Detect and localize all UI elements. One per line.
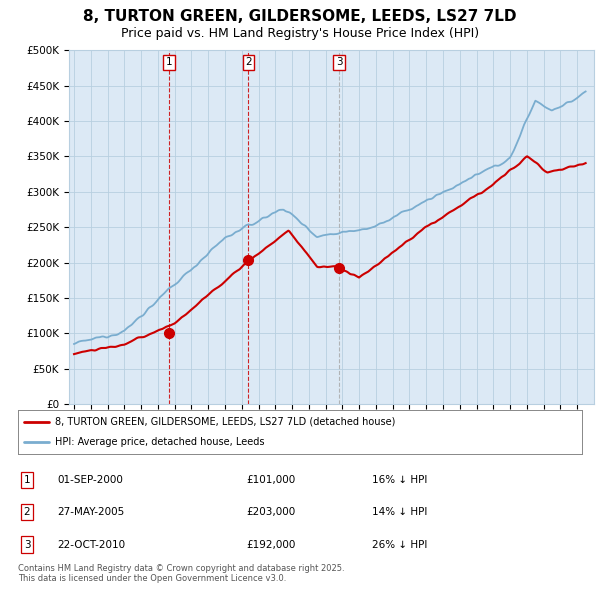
Text: 22-OCT-2010: 22-OCT-2010 [57, 540, 125, 549]
Text: 1: 1 [166, 57, 172, 67]
Text: 26% ↓ HPI: 26% ↓ HPI [372, 540, 427, 549]
Text: 1: 1 [23, 475, 31, 484]
Text: £203,000: £203,000 [246, 507, 295, 517]
Text: 16% ↓ HPI: 16% ↓ HPI [372, 475, 427, 484]
Text: £192,000: £192,000 [246, 540, 295, 549]
Text: HPI: Average price, detached house, Leeds: HPI: Average price, detached house, Leed… [55, 437, 264, 447]
Text: 27-MAY-2005: 27-MAY-2005 [57, 507, 124, 517]
Text: 14% ↓ HPI: 14% ↓ HPI [372, 507, 427, 517]
Text: 2: 2 [245, 57, 252, 67]
Text: 3: 3 [23, 540, 31, 549]
Text: Price paid vs. HM Land Registry's House Price Index (HPI): Price paid vs. HM Land Registry's House … [121, 27, 479, 40]
Text: 01-SEP-2000: 01-SEP-2000 [57, 475, 123, 484]
Text: Contains HM Land Registry data © Crown copyright and database right 2025.
This d: Contains HM Land Registry data © Crown c… [18, 563, 344, 583]
Text: 8, TURTON GREEN, GILDERSOME, LEEDS, LS27 7LD: 8, TURTON GREEN, GILDERSOME, LEEDS, LS27… [83, 9, 517, 24]
Text: 3: 3 [336, 57, 343, 67]
Text: 2: 2 [23, 507, 31, 517]
Text: £101,000: £101,000 [246, 475, 295, 484]
Text: 8, TURTON GREEN, GILDERSOME, LEEDS, LS27 7LD (detached house): 8, TURTON GREEN, GILDERSOME, LEEDS, LS27… [55, 417, 395, 427]
